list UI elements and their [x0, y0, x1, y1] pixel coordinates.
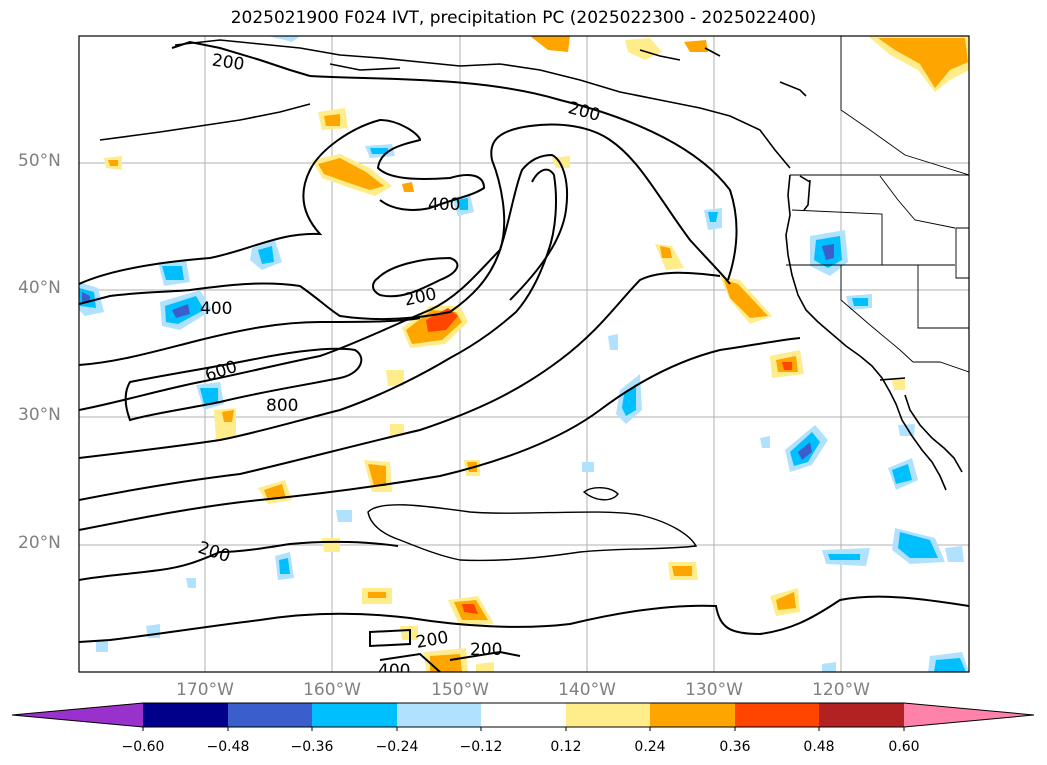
colorbar-extend-high: [904, 703, 1034, 727]
latitude-label: 20°N: [18, 533, 61, 553]
longitude-label: 120°W: [812, 680, 870, 700]
latitude-label: 50°N: [18, 151, 61, 171]
longitude-label: 160°W: [303, 680, 361, 700]
colorbar-segment: [312, 703, 397, 727]
gridlines: [79, 36, 969, 672]
colorbar-segment: [819, 703, 904, 727]
colorbar-extend-low: [12, 703, 143, 727]
colorbar-segment: [228, 703, 312, 727]
contour-label: 400: [378, 661, 410, 681]
colorbar-segment: [650, 703, 735, 727]
latitude-label: 40°N: [18, 278, 61, 298]
colorbar-segment: [735, 703, 819, 727]
colorbar-tick-label: 0.12: [550, 739, 582, 755]
colorbar-tick-label: 0.48: [803, 739, 835, 755]
colorbar-tick-label: −0.60: [121, 739, 165, 755]
colorbar-tick-label: 0.36: [719, 739, 751, 755]
colorbar-tick-label: 0.24: [634, 739, 666, 755]
colorbar-segment: [143, 703, 228, 727]
colorbar-tick-label: 0.60: [888, 739, 920, 755]
longitude-label: 140°W: [558, 680, 616, 700]
ivt-contours: [79, 40, 969, 672]
islands: [367, 487, 698, 562]
colorbar-segment: [481, 703, 566, 727]
map-background: [79, 36, 969, 672]
colorbar-tick-label: −0.12: [459, 739, 503, 755]
contour-label: 200: [470, 640, 502, 660]
state-borders: [786, 36, 969, 373]
map-frame: [78, 35, 970, 673]
contour-label: 400: [428, 195, 460, 215]
contour-label: 400: [200, 299, 232, 319]
latitude-label: 30°N: [18, 405, 61, 425]
longitude-label: 170°W: [176, 680, 234, 700]
colorbar-ticks: [142, 727, 905, 731]
contour-label: 200: [211, 51, 246, 75]
contour-label: 800: [266, 396, 298, 416]
colorbar-tick-label: −0.36: [290, 739, 334, 755]
colorbar-tick-label: −0.48: [206, 739, 250, 755]
map-title: 2025021900 F024 IVT, precipitation PC (2…: [230, 8, 817, 28]
colorbar-segment: [566, 703, 650, 727]
colorbar-segment: [397, 703, 481, 727]
colorbar: [11, 702, 1035, 731]
coastlines: [99, 39, 963, 491]
longitude-label: 150°W: [431, 680, 489, 700]
colorbar-tick-label: −0.24: [375, 739, 419, 755]
longitude-label: 130°W: [685, 680, 743, 700]
